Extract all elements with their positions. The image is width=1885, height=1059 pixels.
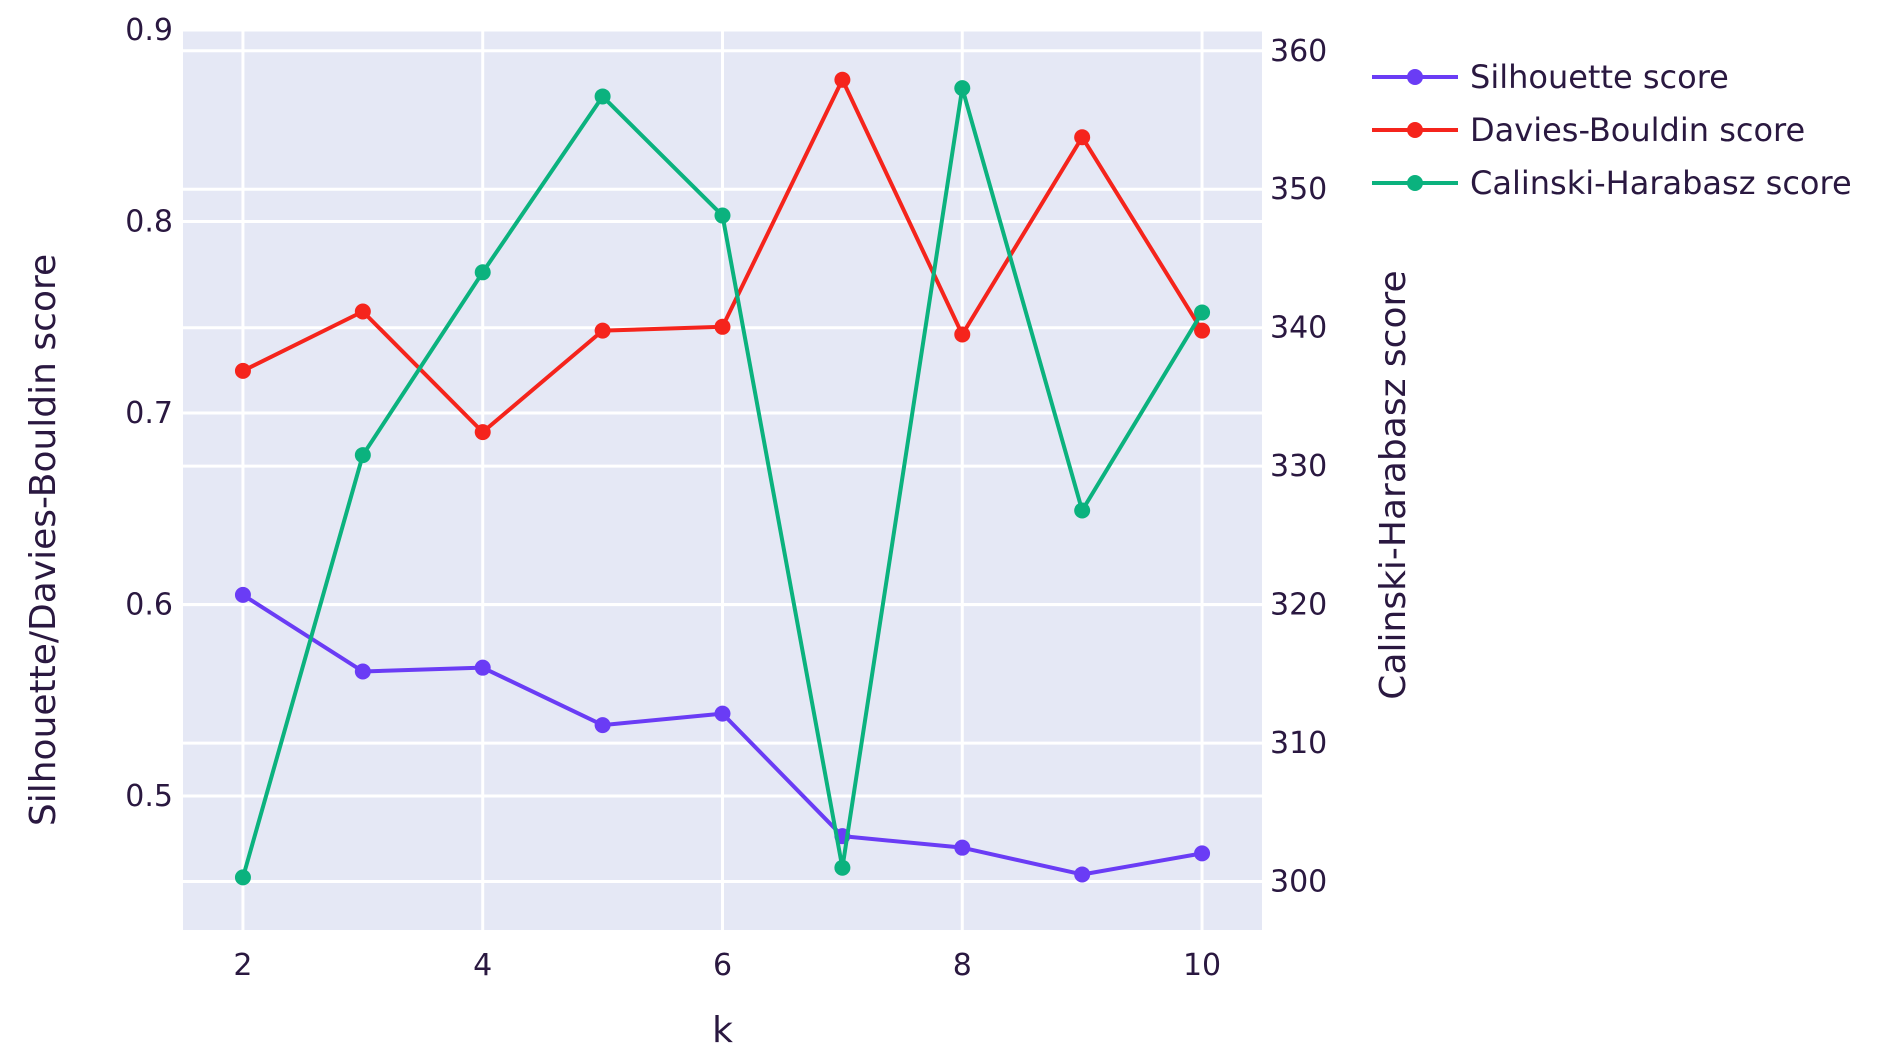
- x-axis-title: k: [712, 1010, 733, 1051]
- data-point: [474, 264, 491, 281]
- legend-item: Silhouette score: [1372, 58, 1729, 96]
- data-point: [354, 447, 371, 464]
- data-point: [594, 322, 611, 339]
- data-point: [474, 659, 491, 676]
- data-point: [234, 869, 251, 886]
- data-point: [954, 80, 971, 97]
- x-tick-label: 6: [713, 948, 732, 983]
- right-tick-label: 310: [1270, 726, 1327, 761]
- data-point: [354, 303, 371, 320]
- legend: Silhouette score Davies-Bouldin score Cali…: [1372, 58, 1852, 202]
- legend-label: Davies-Bouldin score: [1470, 111, 1805, 149]
- left-tick-label: 0.9: [125, 13, 173, 48]
- data-point: [714, 207, 731, 224]
- left-tick-label: 0.5: [125, 779, 173, 814]
- data-point: [474, 424, 491, 441]
- legend-swatch-marker: [1407, 175, 1423, 191]
- right-tick-label: 340: [1270, 311, 1327, 346]
- legend-item: Davies-Bouldin score: [1372, 111, 1805, 149]
- data-point: [234, 362, 251, 379]
- data-point: [1074, 129, 1091, 146]
- legend-swatch-marker: [1407, 122, 1423, 138]
- data-point: [954, 326, 971, 343]
- right-tick-label: 300: [1270, 865, 1327, 900]
- right-tick-label: 330: [1270, 449, 1327, 484]
- x-tick-label: 4: [473, 948, 492, 983]
- left-tick-label: 0.8: [125, 204, 173, 239]
- series-1: [234, 71, 1211, 441]
- right-tick-label: 350: [1270, 172, 1327, 207]
- legend-swatch-marker: [1407, 69, 1423, 85]
- data-point: [354, 663, 371, 680]
- data-point: [714, 318, 731, 335]
- legend-item: Calinski-Harabasz score: [1372, 164, 1852, 202]
- x-axis-ticks: 2 4 6 8 10: [233, 948, 1221, 983]
- data-point: [1194, 845, 1211, 862]
- data-point: [1194, 322, 1211, 339]
- data-point: [1074, 502, 1091, 519]
- left-tick-label: 0.6: [125, 587, 173, 622]
- series-2: [234, 80, 1211, 886]
- series-group: [234, 71, 1211, 886]
- data-point: [234, 586, 251, 603]
- legend-label: Calinski-Harabasz score: [1470, 164, 1852, 202]
- data-point: [1194, 304, 1211, 321]
- data-point: [594, 717, 611, 734]
- right-tick-label: 360: [1270, 34, 1327, 69]
- data-point: [594, 88, 611, 105]
- right-tick-label: 320: [1270, 588, 1327, 623]
- data-point: [714, 705, 731, 722]
- data-point: [1074, 866, 1091, 883]
- x-tick-label: 2: [233, 948, 252, 983]
- legend-label: Silhouette score: [1470, 58, 1729, 96]
- data-point: [834, 859, 851, 876]
- right-axis-ticks: 300 310 320 330 340 350 360: [1270, 34, 1327, 900]
- left-axis-ticks: 0.5 0.6 0.7 0.8 0.9: [125, 13, 173, 814]
- left-tick-label: 0.7: [125, 396, 173, 431]
- x-tick-label: 8: [953, 948, 972, 983]
- data-point: [954, 839, 971, 856]
- x-tick-label: 10: [1183, 948, 1221, 983]
- right-axis-title: Calinski-Harabasz score: [1373, 270, 1414, 699]
- left-axis-title: Silhouette/Davies-Bouldin score: [23, 254, 64, 826]
- data-point: [834, 71, 851, 88]
